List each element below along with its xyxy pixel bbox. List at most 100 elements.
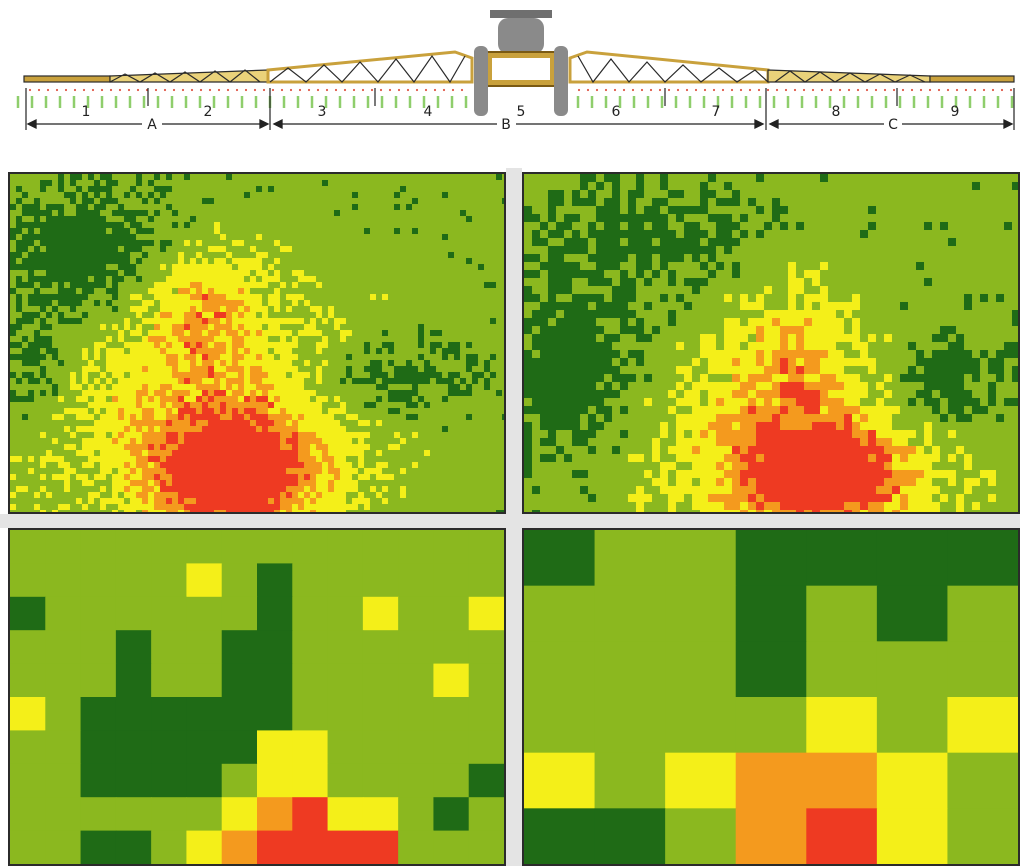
- grid-cell: [524, 697, 596, 754]
- section-label-8: 8: [832, 104, 841, 120]
- grid-cell: [186, 730, 223, 765]
- grid-cell: [221, 697, 258, 731]
- grid-cell: [947, 530, 1018, 587]
- grid-cell: [221, 830, 258, 864]
- grid-cell: [45, 830, 82, 864]
- grid-cell: [398, 530, 435, 564]
- grid-cell: [433, 797, 470, 832]
- grid-cell: [327, 830, 364, 864]
- grid-cell: [665, 530, 737, 587]
- grid-cell: [398, 763, 435, 798]
- grid-cell: [257, 797, 293, 832]
- grid-cell: [221, 763, 258, 798]
- grid-cell: [151, 596, 188, 631]
- grid-cell: [594, 752, 666, 809]
- grid-cell: [327, 763, 364, 798]
- grid-cell: [115, 563, 152, 598]
- grid-cell: [80, 797, 117, 832]
- grid-cell: [257, 530, 293, 564]
- grid-cell: [257, 763, 293, 798]
- grid-cell: [45, 730, 82, 765]
- grid-cell: [45, 697, 82, 731]
- grid-cell: [735, 585, 807, 642]
- section-label-9: 9: [951, 104, 960, 120]
- grid-cell: [292, 697, 329, 731]
- grid-cell: [115, 763, 152, 798]
- grid-cell: [292, 763, 329, 798]
- grid-cell: [594, 641, 666, 698]
- grid-cell: [433, 563, 470, 598]
- grid-cell: [433, 630, 470, 665]
- grid-cell: [665, 808, 737, 864]
- grid-cell: [151, 797, 188, 832]
- grid-cell: [362, 663, 399, 698]
- panel-separator-horizontal: [0, 514, 1020, 528]
- grid-cell: [80, 630, 117, 665]
- grid-cell: [10, 563, 46, 598]
- grid-cell: [398, 663, 435, 698]
- grid-cell: [292, 563, 329, 598]
- grid-cell: [221, 563, 258, 598]
- grid-cell: [398, 563, 435, 598]
- nozzle-dots: [28, 88, 1013, 92]
- grid-cell: [947, 697, 1018, 754]
- grid-cell: [327, 730, 364, 765]
- grid-cell: [735, 697, 807, 754]
- grid-cell: [433, 830, 470, 864]
- grid-cell: [876, 641, 949, 698]
- group-arrows: [26, 118, 1014, 130]
- grid-cell: [151, 530, 188, 564]
- grid-cell: [80, 763, 117, 798]
- grid-cell: [876, 697, 949, 754]
- grid-cell: [45, 563, 82, 598]
- coarse-grid-map-left: [8, 528, 506, 866]
- grid-cell: [257, 630, 293, 665]
- grid-cell: [524, 808, 596, 864]
- grid-cell: [292, 830, 329, 864]
- grid-cell: [947, 752, 1018, 809]
- grid-cell: [806, 697, 878, 754]
- section-label-5: 5: [517, 104, 526, 120]
- grid-cell: [327, 697, 364, 731]
- grid-cell: [362, 530, 399, 564]
- grid-cell: [10, 830, 46, 864]
- grid-cell: [735, 530, 807, 587]
- grid-cell: [151, 630, 188, 665]
- section-label-3: 3: [318, 104, 327, 120]
- grid-cell: [115, 797, 152, 832]
- grid-cell: [524, 752, 596, 809]
- fine-resolution-map-right: [522, 172, 1020, 514]
- grid-cell: [947, 808, 1018, 864]
- grid-cell: [468, 830, 504, 864]
- grid-cell: [594, 585, 666, 642]
- grid-cell: [257, 830, 293, 864]
- grid-cell: [327, 663, 364, 698]
- left-wheel-icon: [474, 46, 488, 116]
- grid-cell: [115, 830, 152, 864]
- grid-cell: [433, 763, 470, 798]
- grid-cell: [468, 663, 504, 698]
- grid-cell: [468, 730, 504, 765]
- grid-cell: [735, 808, 807, 864]
- grid-cell: [876, 808, 949, 864]
- grid-cell: [186, 697, 223, 731]
- right-wheel-icon: [554, 46, 568, 116]
- grid-cell: [115, 730, 152, 765]
- section-dividers: [25, 88, 1015, 130]
- grid-cell: [10, 530, 46, 564]
- grid-cell: [151, 830, 188, 864]
- grid-cell: [45, 663, 82, 698]
- grid-cell: [80, 730, 117, 765]
- grid-cell: [362, 797, 399, 832]
- grid-cell: [665, 752, 737, 809]
- grid-cell: [80, 596, 117, 631]
- group-label-a: A: [147, 117, 157, 133]
- grid-cell: [80, 530, 117, 564]
- grid-cell: [45, 763, 82, 798]
- sprayer-boom-diagram: 1 2 3 4 5 6 7 8 9 A B C: [16, 10, 1015, 133]
- grid-cell: [876, 752, 949, 809]
- fine-resolution-map-left: [8, 172, 506, 514]
- grid-cell: [10, 730, 46, 765]
- grid-cell: [524, 641, 596, 698]
- grid-cell: [362, 563, 399, 598]
